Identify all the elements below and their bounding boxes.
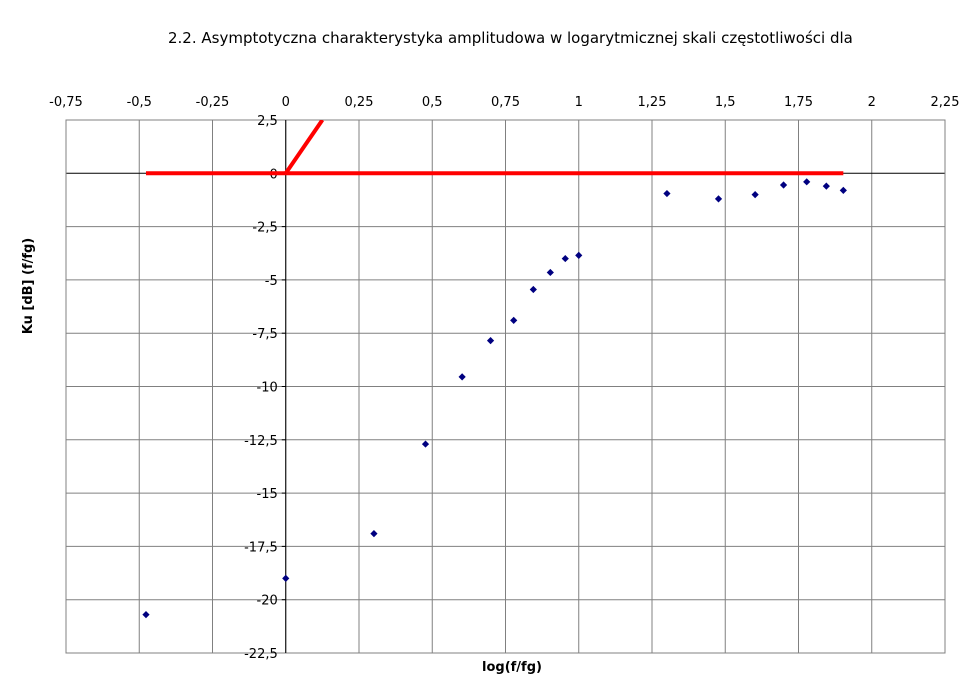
- data-point-marker: [370, 530, 378, 538]
- data-point-marker: [561, 254, 569, 263]
- y-tick-label: -17,5: [244, 540, 278, 555]
- x-tick-label: 2: [868, 95, 876, 110]
- data-point-marker: [714, 195, 723, 203]
- x-tick-label: 1,5: [715, 95, 736, 110]
- y-axis-label: Ku [dB] (f/fg): [21, 238, 36, 335]
- x-tick-label: 1,25: [638, 95, 667, 110]
- x-tick-label: 0,5: [422, 95, 443, 110]
- chart-title: 2.2. Asymptotyczna charakterystyka ampli…: [168, 29, 853, 47]
- data-point-marker: [458, 373, 466, 381]
- y-tick-label: -15: [257, 487, 278, 502]
- data-point-marker: [779, 181, 788, 189]
- x-tick-label: 0,25: [345, 95, 374, 110]
- x-tick-label: 0: [282, 95, 290, 110]
- x-tick-label: 2,25: [931, 95, 960, 110]
- y-tick-labels: 2,50-2,5-5-7,5-10-12,5-15-17,5-20-22,5: [244, 114, 278, 662]
- grid: [65, 119, 946, 654]
- data-point-marker: [486, 337, 495, 345]
- plot-area-frame: [65, 119, 946, 654]
- x-tick-label: -0,75: [49, 95, 83, 110]
- data-point-marker: [663, 189, 671, 198]
- x-tick-label: 1: [575, 95, 583, 110]
- data-point-marker: [282, 574, 290, 582]
- data-point-marker: [510, 316, 518, 325]
- x-tick-label: 1,75: [784, 95, 813, 110]
- y-tick-label: -5: [265, 274, 278, 289]
- y-tick-label: -12,5: [244, 434, 278, 449]
- y-tick-label: -22,5: [244, 647, 278, 662]
- x-axis-label: log(f/fg): [482, 660, 542, 675]
- x-tick-label: -0,25: [196, 95, 230, 110]
- data-point-marker: [575, 251, 583, 259]
- x-tick-label: -0,5: [127, 95, 152, 110]
- x-tick-label: 0,75: [491, 95, 520, 110]
- y-tick-label: 2,5: [257, 114, 278, 129]
- y-tick-label: -10: [257, 381, 278, 396]
- y-tick-label: -2,5: [252, 221, 277, 236]
- y-tick-label: -7,5: [252, 327, 277, 342]
- x-tick-labels: -0,75 -0,5 -0,25 0 0,25 0,5 0,75 1 1,25 1,5 1,75 2 2…: [49, 95, 959, 110]
- asymptote-line: [284, 120, 325, 175]
- asymptote-lines: [145, 120, 844, 176]
- data-point-marker: [751, 191, 759, 199]
- data-points: [142, 178, 847, 619]
- data-point-marker: [822, 182, 830, 190]
- data-point-marker: [546, 268, 554, 277]
- y-tick-label: -20: [257, 594, 278, 609]
- data-point-marker: [529, 285, 537, 294]
- data-point-marker: [142, 611, 150, 619]
- data-point-marker: [839, 186, 847, 194]
- data-point-marker: [421, 440, 430, 448]
- data-point-marker: [803, 178, 811, 186]
